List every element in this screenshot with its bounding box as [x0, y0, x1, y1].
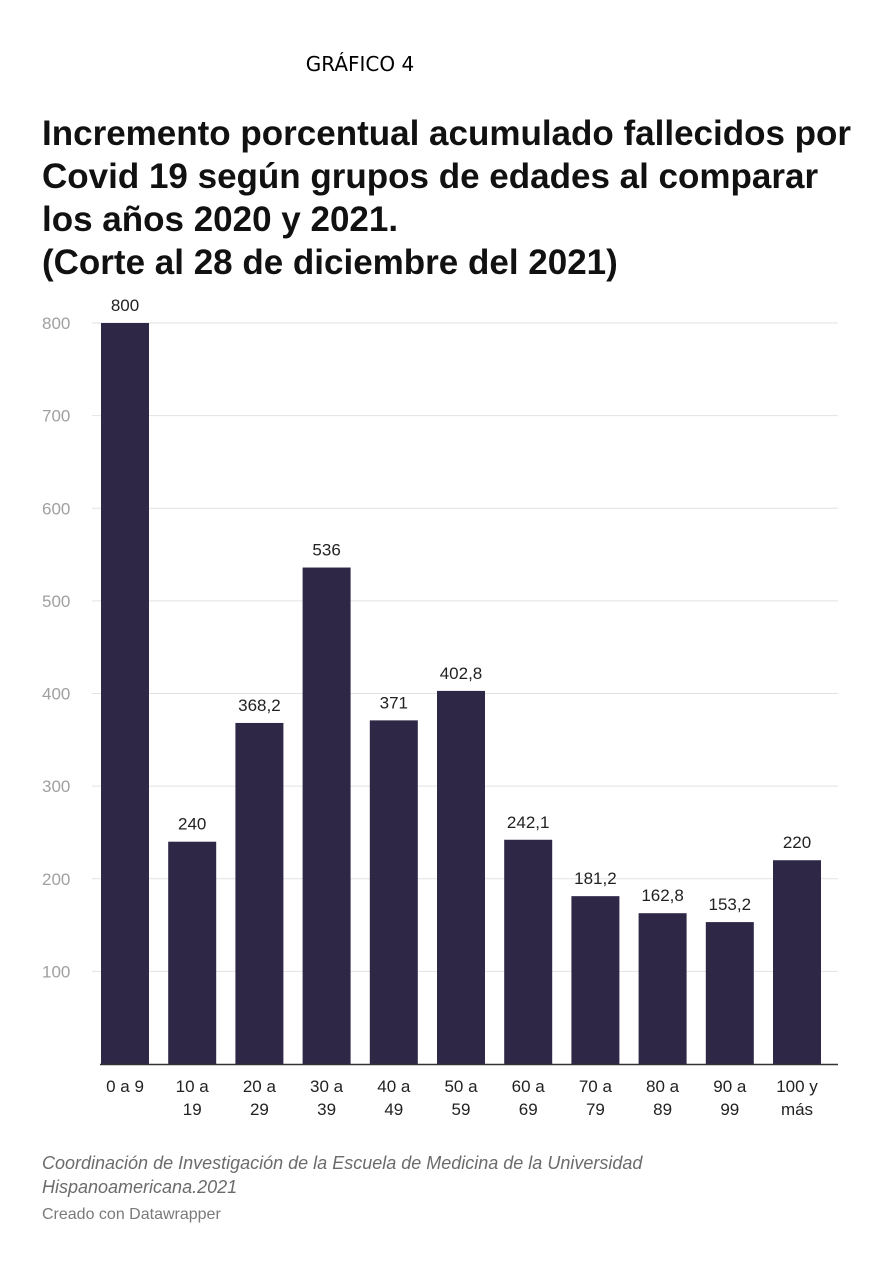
data-label: 181,2 [574, 869, 617, 888]
title-line: (Corte al 28 de diciembre del 2021) [42, 243, 618, 282]
data-label: 368,2 [238, 696, 281, 715]
chart-title: Incremento porcentual acumulado fallecid… [42, 112, 862, 284]
x-tick-label: 89 [653, 1100, 672, 1119]
x-tick-label: 20 a [243, 1077, 277, 1096]
x-tick-label: 49 [384, 1100, 403, 1119]
data-label: 162,8 [641, 886, 684, 905]
x-tick-label: 90 a [713, 1077, 747, 1096]
data-label: 402,8 [440, 664, 483, 683]
source-note: Coordinación de Investigación de la Escu… [42, 1151, 862, 1199]
y-tick-label: 500 [42, 592, 70, 611]
data-label: 371 [380, 693, 408, 712]
x-tick-label: 99 [720, 1100, 739, 1119]
x-tick-label: 10 a [176, 1077, 210, 1096]
data-label: 240 [178, 815, 206, 834]
data-label: 536 [312, 541, 340, 560]
bar [705, 922, 754, 1064]
x-tick-label: 60 a [512, 1077, 546, 1096]
data-label: 800 [111, 296, 139, 315]
x-tick-label: más [781, 1100, 813, 1119]
bar [235, 722, 284, 1064]
chart-area: 100 200 300 400 500 600 700 800 800 0 a 9 240 10 a 1… [0, 280, 890, 1140]
y-tick-label: 600 [42, 499, 70, 518]
x-tick-label: 80 a [646, 1077, 680, 1096]
x-tick-label: 50 a [444, 1077, 478, 1096]
x-tick-label: 0 a 9 [106, 1077, 144, 1096]
x-tick-label: 19 [183, 1100, 202, 1119]
data-label: 153,2 [709, 895, 752, 914]
bar [638, 913, 687, 1064]
bar [101, 323, 149, 1064]
y-tick-label: 200 [42, 870, 70, 889]
title-line: Incremento porcentual acumulado fallecid… [42, 114, 852, 153]
bar-chart: 100 200 300 400 500 600 700 800 800 0 a 9 240 10 a 1… [42, 296, 838, 1119]
bar [369, 720, 418, 1064]
source-line: Hispanoamericana.2021 [42, 1177, 238, 1197]
x-tick-label: 70 a [579, 1077, 613, 1096]
y-tick-label: 700 [42, 407, 70, 426]
bar [168, 841, 217, 1064]
x-tick-label: 59 [452, 1100, 471, 1119]
data-label: 242,1 [507, 813, 550, 832]
bar [437, 690, 485, 1064]
title-line: Covid 19 según grupos de edades al compa… [42, 157, 819, 196]
x-tick-label: 69 [519, 1100, 538, 1119]
x-tick-label: 40 a [377, 1077, 411, 1096]
chart-header-label: GRÁFICO 4 [305, 52, 415, 76]
bar [571, 896, 620, 1064]
source-line: Coordinación de Investigación de la Escu… [42, 1153, 643, 1173]
x-tick-label: 29 [250, 1100, 269, 1119]
y-tick-label: 400 [42, 685, 70, 704]
y-tick-label: 800 [42, 314, 70, 333]
bar [504, 839, 553, 1064]
x-tick-label: 100 y [776, 1077, 818, 1096]
title-line: los años 2020 y 2021. [42, 200, 399, 239]
x-tick-label: 39 [317, 1100, 336, 1119]
x-tick-label: 30 a [310, 1077, 344, 1096]
bar [773, 860, 821, 1064]
x-tick-label: 79 [586, 1100, 605, 1119]
credit-note: Creado con Datawrapper [42, 1206, 221, 1223]
y-tick-label: 100 [42, 962, 70, 981]
data-label: 220 [783, 833, 811, 852]
y-tick-label: 300 [42, 777, 70, 796]
bar [302, 567, 351, 1064]
